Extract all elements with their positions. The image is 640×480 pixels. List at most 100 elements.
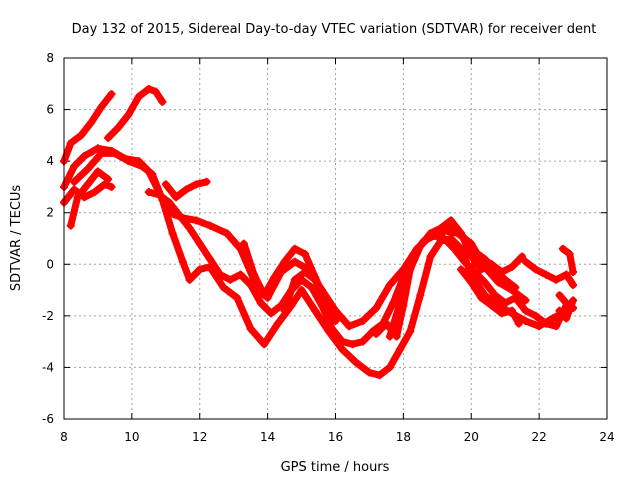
data-point — [114, 123, 123, 132]
data-point — [260, 291, 269, 300]
series-track-track-13 — [440, 222, 519, 291]
data-point — [491, 291, 500, 300]
data-point — [446, 216, 455, 225]
data-point — [175, 211, 184, 220]
data-point — [267, 309, 276, 318]
data-point — [555, 306, 564, 315]
data-point — [358, 337, 367, 346]
data-point — [518, 252, 527, 261]
data-point — [233, 293, 242, 302]
data-point — [165, 198, 174, 207]
data-point — [280, 257, 289, 266]
y-axis-title: SDTVAR / TECUs — [9, 185, 24, 292]
data-point — [569, 296, 578, 305]
data-point — [494, 278, 503, 287]
data-point — [97, 102, 106, 111]
data-point — [477, 255, 486, 264]
data-point — [395, 298, 404, 307]
data-point — [375, 371, 384, 380]
data-point — [66, 221, 75, 230]
data-point — [138, 162, 147, 171]
data-point — [226, 275, 235, 284]
data-point — [548, 314, 557, 323]
grid-layer — [64, 58, 607, 419]
data-point — [151, 87, 160, 96]
data-point — [345, 322, 354, 331]
series-track-track-8 — [145, 188, 570, 348]
data-point — [216, 270, 225, 279]
data-point — [104, 133, 113, 142]
data-point — [487, 301, 496, 310]
data-point — [487, 260, 496, 269]
y-tick-label: -2 — [42, 309, 54, 323]
data-point — [290, 257, 299, 266]
data-point — [406, 265, 415, 274]
data-point — [541, 270, 550, 279]
series-track-track-10 — [281, 268, 339, 325]
data-point — [460, 257, 469, 266]
series-track-track-15 — [467, 253, 526, 276]
data-point — [467, 262, 476, 271]
data-point — [290, 275, 299, 284]
x-tick-label: 16 — [328, 430, 343, 444]
data-point — [521, 306, 530, 315]
data-point — [250, 270, 259, 279]
data-point — [155, 190, 164, 199]
data-point — [385, 332, 394, 341]
data-point — [144, 188, 153, 197]
data-point — [467, 252, 476, 261]
data-point — [497, 309, 506, 318]
y-tick-label: 4 — [46, 154, 54, 168]
data-point — [205, 221, 214, 230]
data-point — [385, 280, 394, 289]
data-point — [467, 278, 476, 287]
data-point — [531, 311, 540, 320]
data-point — [385, 363, 394, 372]
data-point — [457, 265, 466, 274]
data-point — [73, 193, 82, 202]
data-point — [124, 157, 133, 166]
data-point — [511, 293, 520, 302]
data-point — [450, 221, 459, 230]
data-point — [511, 283, 520, 292]
data-point — [358, 317, 367, 326]
data-point — [338, 337, 347, 346]
data-point — [372, 304, 381, 313]
data-point — [321, 296, 330, 305]
data-point — [569, 268, 578, 277]
data-point — [477, 265, 486, 274]
data-point — [182, 185, 191, 194]
data-point — [426, 252, 435, 261]
data-point — [382, 319, 391, 328]
data-point — [246, 280, 255, 289]
data-point — [541, 319, 550, 328]
series-track-track-1 — [60, 90, 115, 165]
data-point — [124, 110, 133, 119]
data-point — [521, 296, 530, 305]
data-point — [110, 149, 119, 158]
data-point — [246, 324, 255, 333]
data-point — [501, 275, 510, 284]
data-point — [497, 268, 506, 277]
series-track-track-17 — [559, 245, 577, 276]
data-point — [507, 262, 516, 271]
data-point — [219, 283, 228, 292]
data-point — [311, 306, 320, 315]
data-point — [70, 185, 79, 194]
data-point — [205, 255, 214, 264]
data-point — [300, 268, 309, 277]
data-point — [76, 131, 85, 140]
data-point — [192, 216, 201, 225]
data-point — [555, 291, 564, 300]
data-point — [178, 257, 187, 266]
data-point — [195, 265, 204, 274]
data-point — [161, 180, 170, 189]
data-point — [348, 340, 357, 349]
data-point — [195, 239, 204, 248]
x-tick-label: 10 — [124, 430, 139, 444]
data-point — [93, 167, 102, 176]
data-point — [83, 164, 92, 173]
data-point — [93, 144, 102, 153]
